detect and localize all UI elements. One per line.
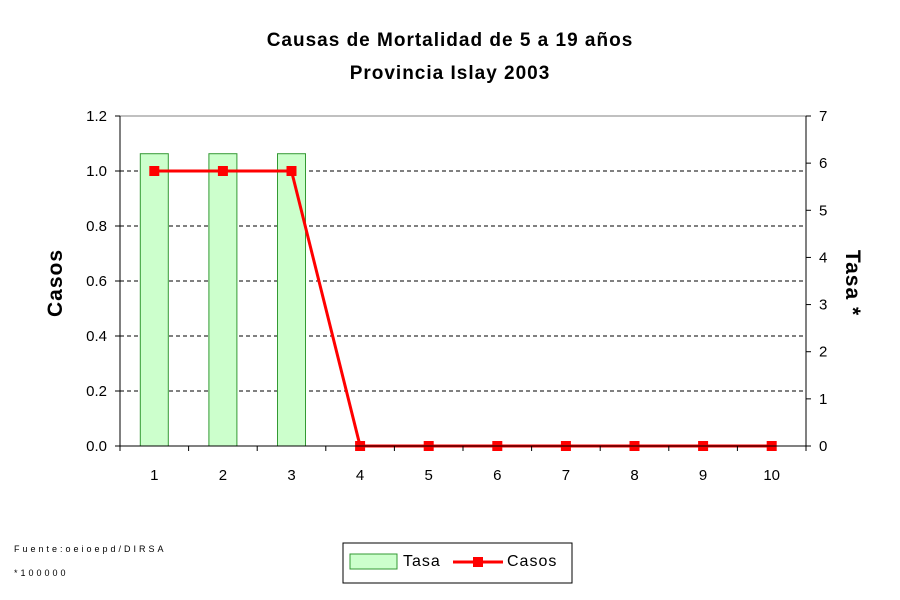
y-left-tick-label: 0.6 xyxy=(86,273,107,290)
y-right-tick-label: 4 xyxy=(819,249,827,266)
x-tick-label: 6 xyxy=(493,467,501,484)
x-tick-label: 9 xyxy=(699,467,707,484)
legend-label-tasa: Tasa xyxy=(403,553,441,570)
y-left-tick-label: 1.2 xyxy=(86,108,107,125)
y-left-axis-title: Casos xyxy=(44,249,67,317)
tasa-bars xyxy=(139,153,306,447)
y-left-tick-label: 0.2 xyxy=(86,383,107,400)
y-right-tick-label: 6 xyxy=(819,155,827,172)
y-right-tick-label: 7 xyxy=(819,108,827,125)
casos-point xyxy=(149,166,160,176)
y-left-tick-label: 1.0 xyxy=(86,163,107,180)
y-right-tick-label: 1 xyxy=(819,391,827,408)
tasa-bar xyxy=(277,153,306,447)
legend-swatch-casos-marker xyxy=(473,557,483,567)
x-tick-label: 5 xyxy=(425,467,433,484)
y-right-tick-label: 3 xyxy=(819,297,827,314)
legend-swatch-tasa xyxy=(349,553,398,570)
legend-label-casos: Casos xyxy=(507,553,557,570)
chart-title: Causas de Mortalidad de 5 a 19 años xyxy=(267,30,634,51)
casos-point xyxy=(217,166,228,176)
x-tick-label: 4 xyxy=(356,467,364,484)
y-right-axis-title: Tasa * xyxy=(841,250,864,316)
y-left-tick-label: 0.4 xyxy=(86,328,107,345)
casos-point xyxy=(286,166,297,176)
x-tick-label: 8 xyxy=(630,467,638,484)
y-left-tick-label: 0.8 xyxy=(86,218,107,235)
x-tick-label: 10 xyxy=(763,467,780,484)
x-tick-label: 3 xyxy=(287,467,295,484)
chart-subtitle: Provincia Islay 2003 xyxy=(350,63,551,84)
y-right-tick-label: 2 xyxy=(819,344,827,361)
tasa-bar xyxy=(208,153,238,447)
x-tick-label: 7 xyxy=(562,467,570,484)
legend: Tasa Casos xyxy=(342,542,573,584)
y-right-tick-label: 0 xyxy=(819,438,827,455)
y-right-tick-label: 5 xyxy=(819,202,827,219)
y-left-tick-label: 0.0 xyxy=(86,438,107,455)
rate-footnote: *100000 xyxy=(14,568,69,578)
source-footnote: Fuente:oeioepd/DIRSA xyxy=(14,544,167,554)
axes: 0.0 0.2 0.4 0.6 0.8 1.0 1.2 0 1 2 3 4 5 6 7 1 2 3 4 5 6 7 8 9 10 xyxy=(86,108,827,484)
tasa-bar xyxy=(139,153,169,447)
x-tick-label: 1 xyxy=(150,467,158,484)
x-tick-label: 2 xyxy=(219,467,227,484)
